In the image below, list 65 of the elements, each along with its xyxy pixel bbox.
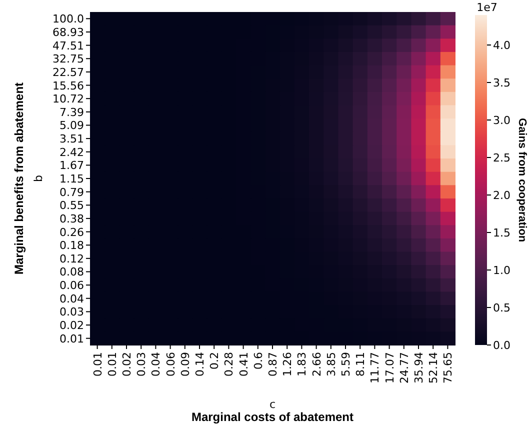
y-tick-label: 0.01 bbox=[60, 332, 84, 346]
text: Marginal costs of abatement bbox=[191, 410, 354, 424]
y-tick-label: 3.51 bbox=[60, 132, 84, 146]
y-tick-label: 0.26 bbox=[60, 226, 84, 239]
y-tick-label: 0.38 bbox=[60, 212, 84, 226]
x-tick-label: 0.2 bbox=[208, 352, 222, 370]
x-tick-label: 3.85 bbox=[324, 352, 338, 376]
text: 1e7 bbox=[476, 1, 498, 14]
x-tick-label: 0.01 bbox=[91, 352, 104, 376]
y-tick-label: 15.56 bbox=[52, 79, 84, 92]
y-tick-label: 5.09 bbox=[60, 119, 84, 132]
x-tick-label: 0.14 bbox=[194, 352, 206, 376]
y-tick-label: 0.55 bbox=[60, 199, 84, 212]
color-bar-label: 2.5 bbox=[493, 152, 510, 164]
y-tick-label: 22.57 bbox=[52, 66, 84, 79]
x-tick-label: 0.09 bbox=[178, 352, 192, 376]
x-tick-label: 0.06 bbox=[164, 352, 178, 376]
text: Marginal benefits from abatement bbox=[12, 82, 26, 275]
color-bar-label: 3.0 bbox=[493, 114, 510, 127]
x-tick-label: 0.41 bbox=[237, 352, 250, 376]
y-tick-label: 32.75 bbox=[52, 52, 84, 66]
y-tick-label: 1.15 bbox=[60, 172, 84, 186]
x-tick-label: 0.87 bbox=[266, 352, 280, 376]
y-tick-label: 10.72 bbox=[52, 92, 84, 106]
y-tick-label: 47.51 bbox=[52, 39, 84, 52]
x-tick-label: 24.77 bbox=[398, 352, 411, 384]
y-tick-label: 2.42 bbox=[60, 146, 84, 159]
x-tick-label: 11.77 bbox=[368, 352, 382, 384]
x-tick-label: 1.26 bbox=[281, 352, 294, 376]
y-tick-label: 0.08 bbox=[60, 266, 84, 279]
y-tick-label: 68.93 bbox=[52, 26, 84, 39]
y-tick-label: 1.67 bbox=[60, 159, 84, 172]
y-tick-label: 0.03 bbox=[60, 306, 84, 319]
y-tick-label: 0.12 bbox=[60, 252, 84, 266]
y-tick-label: 7.39 bbox=[60, 106, 84, 119]
x-tick-label: 35.94 bbox=[412, 352, 426, 384]
y-tick-label: 0.02 bbox=[60, 319, 84, 332]
color-bar-label: 4.0 bbox=[493, 39, 510, 52]
x-tick-label: 0.6 bbox=[252, 352, 265, 370]
x-tick-label: 0.01 bbox=[106, 352, 119, 376]
x-tick-label: 8.11 bbox=[354, 352, 368, 376]
y-tick-label: 0.06 bbox=[60, 279, 84, 292]
y-tick-label: 0.04 bbox=[60, 292, 84, 306]
x-tick-label: 5.59 bbox=[340, 352, 352, 376]
color-bar-title: Gains from cooperation bbox=[516, 118, 528, 242]
y-tick-label: 0.18 bbox=[60, 239, 84, 252]
y-tick-label: 0.79 bbox=[60, 186, 84, 199]
color-bar-label: 1.0 bbox=[493, 264, 510, 277]
x-tick-label: 2.66 bbox=[310, 352, 324, 376]
x-tick-label: 52.14 bbox=[427, 352, 440, 384]
color-bar-label: 0.5 bbox=[493, 302, 510, 314]
color-bar-label: 1.5 bbox=[493, 226, 510, 240]
color-bar-label: 3.5 bbox=[493, 76, 510, 90]
x-tick-label: 75.65 bbox=[442, 352, 455, 384]
x-tick-label: 1.83 bbox=[296, 352, 309, 376]
x-tick-label: 17.07 bbox=[383, 352, 396, 384]
y-axis-title: b bbox=[32, 174, 45, 182]
x-tick-label: 0.03 bbox=[135, 352, 148, 376]
x-tick-label: 0.02 bbox=[120, 352, 134, 376]
y-tick-label: 100.0 bbox=[52, 12, 84, 26]
x-axis-title: c bbox=[269, 398, 276, 411]
color-bar-label: 0.0 bbox=[493, 339, 510, 352]
x-tick-label: 0.28 bbox=[222, 352, 236, 376]
x-tick-label: 0.04 bbox=[150, 352, 163, 376]
color-bar-label: 2.0 bbox=[493, 189, 510, 202]
